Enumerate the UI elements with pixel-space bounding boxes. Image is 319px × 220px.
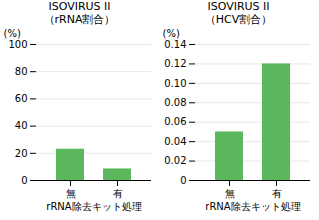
html-text:（rRNA割合）: （rRNA割合） xyxy=(43,13,116,26)
svg-text:rRNA除去キット処理: rRNA除去キット処理 xyxy=(205,201,300,212)
svg-text:(%): (%) xyxy=(4,28,21,39)
svg-text:0.02: 0.02 xyxy=(164,155,186,166)
svg-text:有: 有 xyxy=(272,188,282,199)
svg-text:0.10: 0.10 xyxy=(164,78,186,89)
svg-text:0.04: 0.04 xyxy=(164,136,186,147)
html-text:（HCV割合）: （HCV割合） xyxy=(204,13,273,26)
svg-text:80: 80 xyxy=(15,66,28,77)
svg-text:(%): (%) xyxy=(163,28,180,39)
html-text:ISOVIRUS II: ISOVIRUS II xyxy=(48,0,111,13)
svg-text:0.12: 0.12 xyxy=(164,58,186,69)
svg-text:有: 有 xyxy=(113,188,123,199)
svg-text:100: 100 xyxy=(8,39,27,50)
svg-text:0.06: 0.06 xyxy=(164,116,186,127)
svg-text:rRNA除去キット処理: rRNA除去キット処理 xyxy=(46,201,141,212)
svg-text:0.08: 0.08 xyxy=(164,97,186,108)
svg-text:無: 無 xyxy=(225,188,235,199)
svg-text:0: 0 xyxy=(21,175,27,186)
html-text:ISOVIRUS II: ISOVIRUS II xyxy=(207,0,270,13)
svg-text:40: 40 xyxy=(15,120,28,131)
svg-text:60: 60 xyxy=(15,93,28,104)
svg-text:0.14: 0.14 xyxy=(164,39,186,50)
svg-text:無: 無 xyxy=(66,188,76,199)
svg-text:20: 20 xyxy=(15,148,28,159)
svg-text:0: 0 xyxy=(180,175,186,186)
